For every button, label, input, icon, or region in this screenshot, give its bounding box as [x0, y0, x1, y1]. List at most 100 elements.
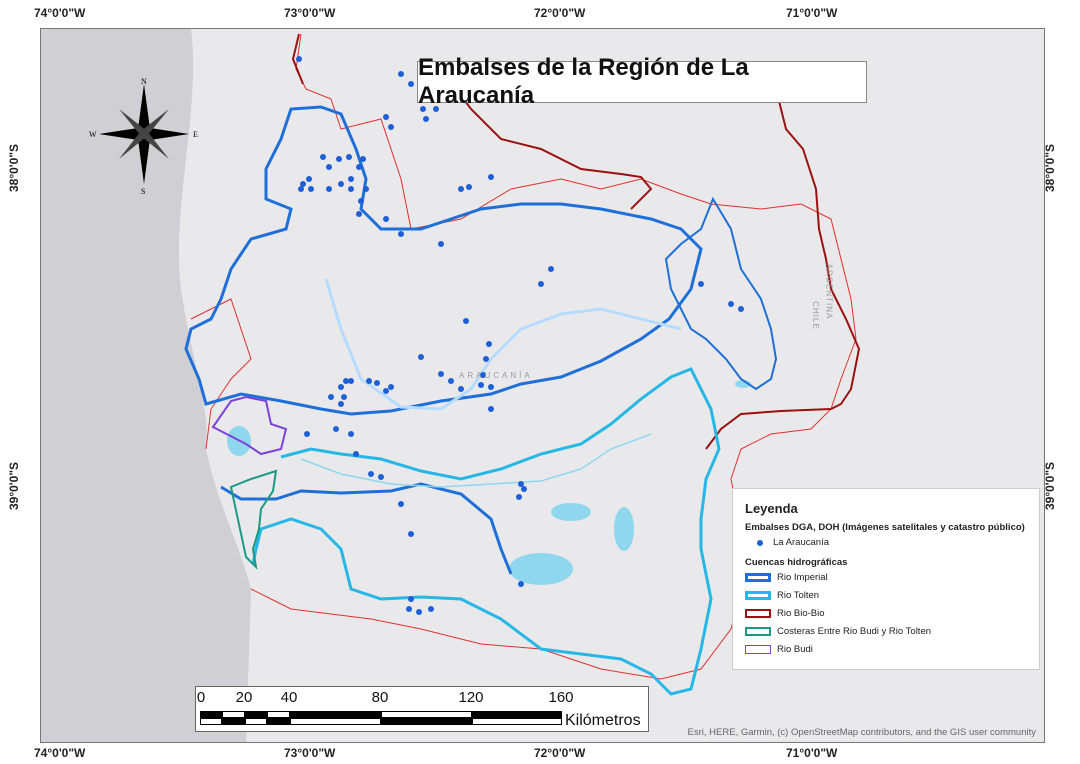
reservoir-point[interactable] [358, 198, 364, 204]
reservoir-point[interactable] [328, 394, 334, 400]
reservoir-point[interactable] [300, 181, 306, 187]
lon-label-top-73: 73°0'0"W [284, 6, 336, 20]
reservoir-point[interactable] [383, 388, 389, 394]
reservoir-point[interactable] [383, 114, 389, 120]
reservoir-point[interactable] [320, 154, 326, 160]
reservoir-point[interactable] [308, 186, 314, 192]
basin-tolten [251, 367, 721, 696]
reservoir-point[interactable] [383, 216, 389, 222]
reservoir-point[interactable] [728, 301, 734, 307]
reservoir-point[interactable] [516, 494, 522, 500]
lon-label-bottom-74: 74°0'0"W [34, 746, 86, 760]
reservoir-point[interactable] [304, 431, 310, 437]
lake-villarrica [509, 553, 573, 585]
reservoir-point[interactable] [338, 401, 344, 407]
lon-label-bottom-72: 72°0'0"W [534, 746, 586, 760]
reservoir-point[interactable] [480, 372, 486, 378]
legend-points-item: La Araucanía [745, 537, 829, 548]
reservoir-point[interactable] [408, 531, 414, 537]
reservoir-point[interactable] [423, 116, 429, 122]
reservoir-point[interactable] [420, 106, 426, 112]
reservoir-point[interactable] [408, 596, 414, 602]
reservoir-point[interactable] [438, 371, 444, 377]
reservoir-point[interactable] [488, 406, 494, 412]
reservoir-point[interactable] [338, 181, 344, 187]
reservoir-point[interactable] [348, 176, 354, 182]
reservoir-point[interactable] [406, 606, 412, 612]
reservoir-point[interactable] [458, 186, 464, 192]
reservoir-point[interactable] [416, 609, 422, 615]
reservoir-point[interactable] [388, 384, 394, 390]
reservoir-point[interactable] [343, 378, 349, 384]
scale-tick-80: 80 [371, 689, 389, 706]
reservoir-point[interactable] [296, 56, 302, 62]
reservoir-point[interactable] [488, 174, 494, 180]
reservoir-point[interactable] [336, 156, 342, 162]
reservoir-point[interactable] [448, 378, 454, 384]
reservoir-point[interactable] [518, 581, 524, 587]
reservoir-point[interactable] [458, 386, 464, 392]
reservoir-point[interactable] [341, 394, 347, 400]
reservoir-point[interactable] [738, 306, 744, 312]
scale-tick-120: 120 [458, 689, 484, 706]
basin-swatch-budi [745, 645, 771, 654]
reservoir-point[interactable] [374, 380, 380, 386]
reservoir-point[interactable] [398, 71, 404, 77]
reservoir-point[interactable] [326, 164, 332, 170]
map-attribution: Esri, HERE, Garmin, (c) OpenStreetMap co… [687, 727, 1036, 738]
scale-segment [381, 718, 472, 725]
reservoir-point[interactable] [538, 281, 544, 287]
scale-segment [472, 718, 562, 725]
lon-label-bottom-71: 71°0'0"W [786, 746, 838, 760]
map-frame[interactable]: Embalses de la Región de La Araucanía AR… [40, 28, 1045, 743]
reservoir-point[interactable] [433, 106, 439, 112]
reservoir-point[interactable] [388, 124, 394, 130]
lon-label-top-71: 71°0'0"W [786, 6, 838, 20]
reservoir-point[interactable] [438, 241, 444, 247]
lake-caburgua [614, 507, 634, 551]
scale-segment [267, 711, 290, 718]
reservoir-point[interactable] [463, 318, 469, 324]
river-tolten-line [300, 433, 652, 488]
reservoir-point[interactable] [466, 184, 472, 190]
reservoir-point[interactable] [306, 176, 312, 182]
reservoir-point[interactable] [521, 486, 527, 492]
region-label: ARAUCANÍA [459, 371, 533, 380]
reservoir-point[interactable] [398, 231, 404, 237]
lat-label-right-39: 39°0'0"S [1043, 461, 1058, 511]
reservoir-point[interactable] [418, 354, 424, 360]
reservoir-point[interactable] [488, 384, 494, 390]
reservoir-point[interactable] [348, 431, 354, 437]
reservoir-point[interactable] [360, 156, 366, 162]
legend-basin-biobio: Rio Bio-Bio [745, 608, 825, 619]
reservoir-point[interactable] [478, 382, 484, 388]
scale-segment [222, 718, 245, 725]
reservoir-point[interactable] [378, 474, 384, 480]
reservoir-point[interactable] [353, 451, 359, 457]
reservoir-point[interactable] [348, 378, 354, 384]
scale-segment [290, 711, 381, 718]
reservoir-point[interactable] [338, 384, 344, 390]
reservoir-point[interactable] [408, 81, 414, 87]
reservoir-point[interactable] [428, 606, 434, 612]
reservoir-point[interactable] [398, 501, 404, 507]
reservoir-point[interactable] [346, 154, 352, 160]
map-title: Embalses de la Región de La Araucanía [417, 54, 867, 109]
reservoir-point[interactable] [698, 281, 704, 287]
reservoir-point[interactable] [548, 266, 554, 272]
legend-panel: Leyenda Embalses DGA, DOH (Imágenes sate… [732, 488, 1040, 670]
reservoir-point[interactable] [518, 481, 524, 487]
reservoir-point[interactable] [326, 186, 332, 192]
lon-label-bottom-73: 73°0'0"W [284, 746, 336, 760]
reservoir-point[interactable] [366, 378, 372, 384]
reservoir-point[interactable] [348, 186, 354, 192]
reservoir-point[interactable] [483, 356, 489, 362]
reservoir-point[interactable] [298, 186, 304, 192]
reservoir-point[interactable] [486, 341, 492, 347]
reservoir-point[interactable] [333, 426, 339, 432]
reservoir-point[interactable] [368, 471, 374, 477]
reservoir-point[interactable] [363, 186, 369, 192]
reservoir-point[interactable] [356, 164, 362, 170]
basin-imperial-east [664, 196, 778, 391]
reservoir-point[interactable] [356, 211, 362, 217]
